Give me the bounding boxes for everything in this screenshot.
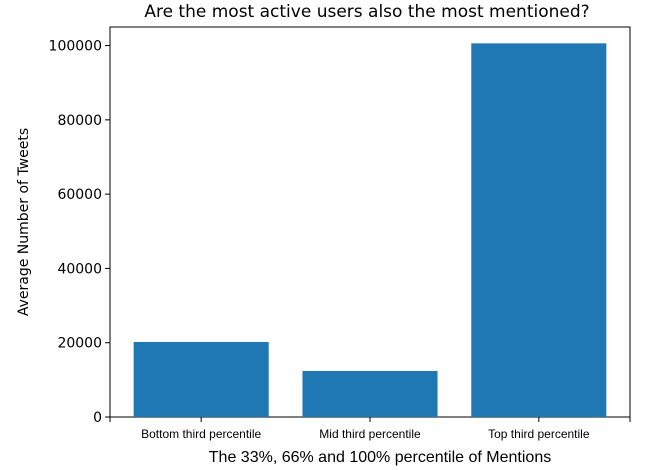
- x-axis-label: The 33%, 66% and 100% percentile of Ment…: [209, 449, 551, 466]
- bar-0: [133, 341, 269, 417]
- plot-area: 0 20000 40000 60000 80000 100000 Bottom third…: [49, 26, 631, 441]
- bars-group: [133, 43, 607, 417]
- bar-1: [302, 370, 438, 417]
- x-tick-label: Mid third percentile: [319, 427, 421, 441]
- x-tick-label: Top third percentile: [488, 427, 590, 441]
- x-axis-ticks: Bottom third percentile Mid third percent…: [109, 417, 631, 441]
- y-axis-label: Average Number of Tweets: [16, 128, 32, 316]
- y-tick-label: 0: [93, 410, 102, 426]
- y-tick-label: 100000: [49, 39, 102, 55]
- y-axis-ticks: 0 20000 40000 60000 80000 100000: [49, 39, 110, 426]
- y-tick-label: 60000: [57, 187, 102, 203]
- y-tick-label: 20000: [57, 336, 102, 352]
- chart-title: Are the most active users also the most …: [144, 2, 589, 22]
- y-tick-label: 40000: [57, 261, 102, 277]
- y-tick-label: 80000: [57, 113, 102, 129]
- bar-2: [471, 43, 607, 417]
- x-tick-label: Bottom third percentile: [141, 427, 261, 441]
